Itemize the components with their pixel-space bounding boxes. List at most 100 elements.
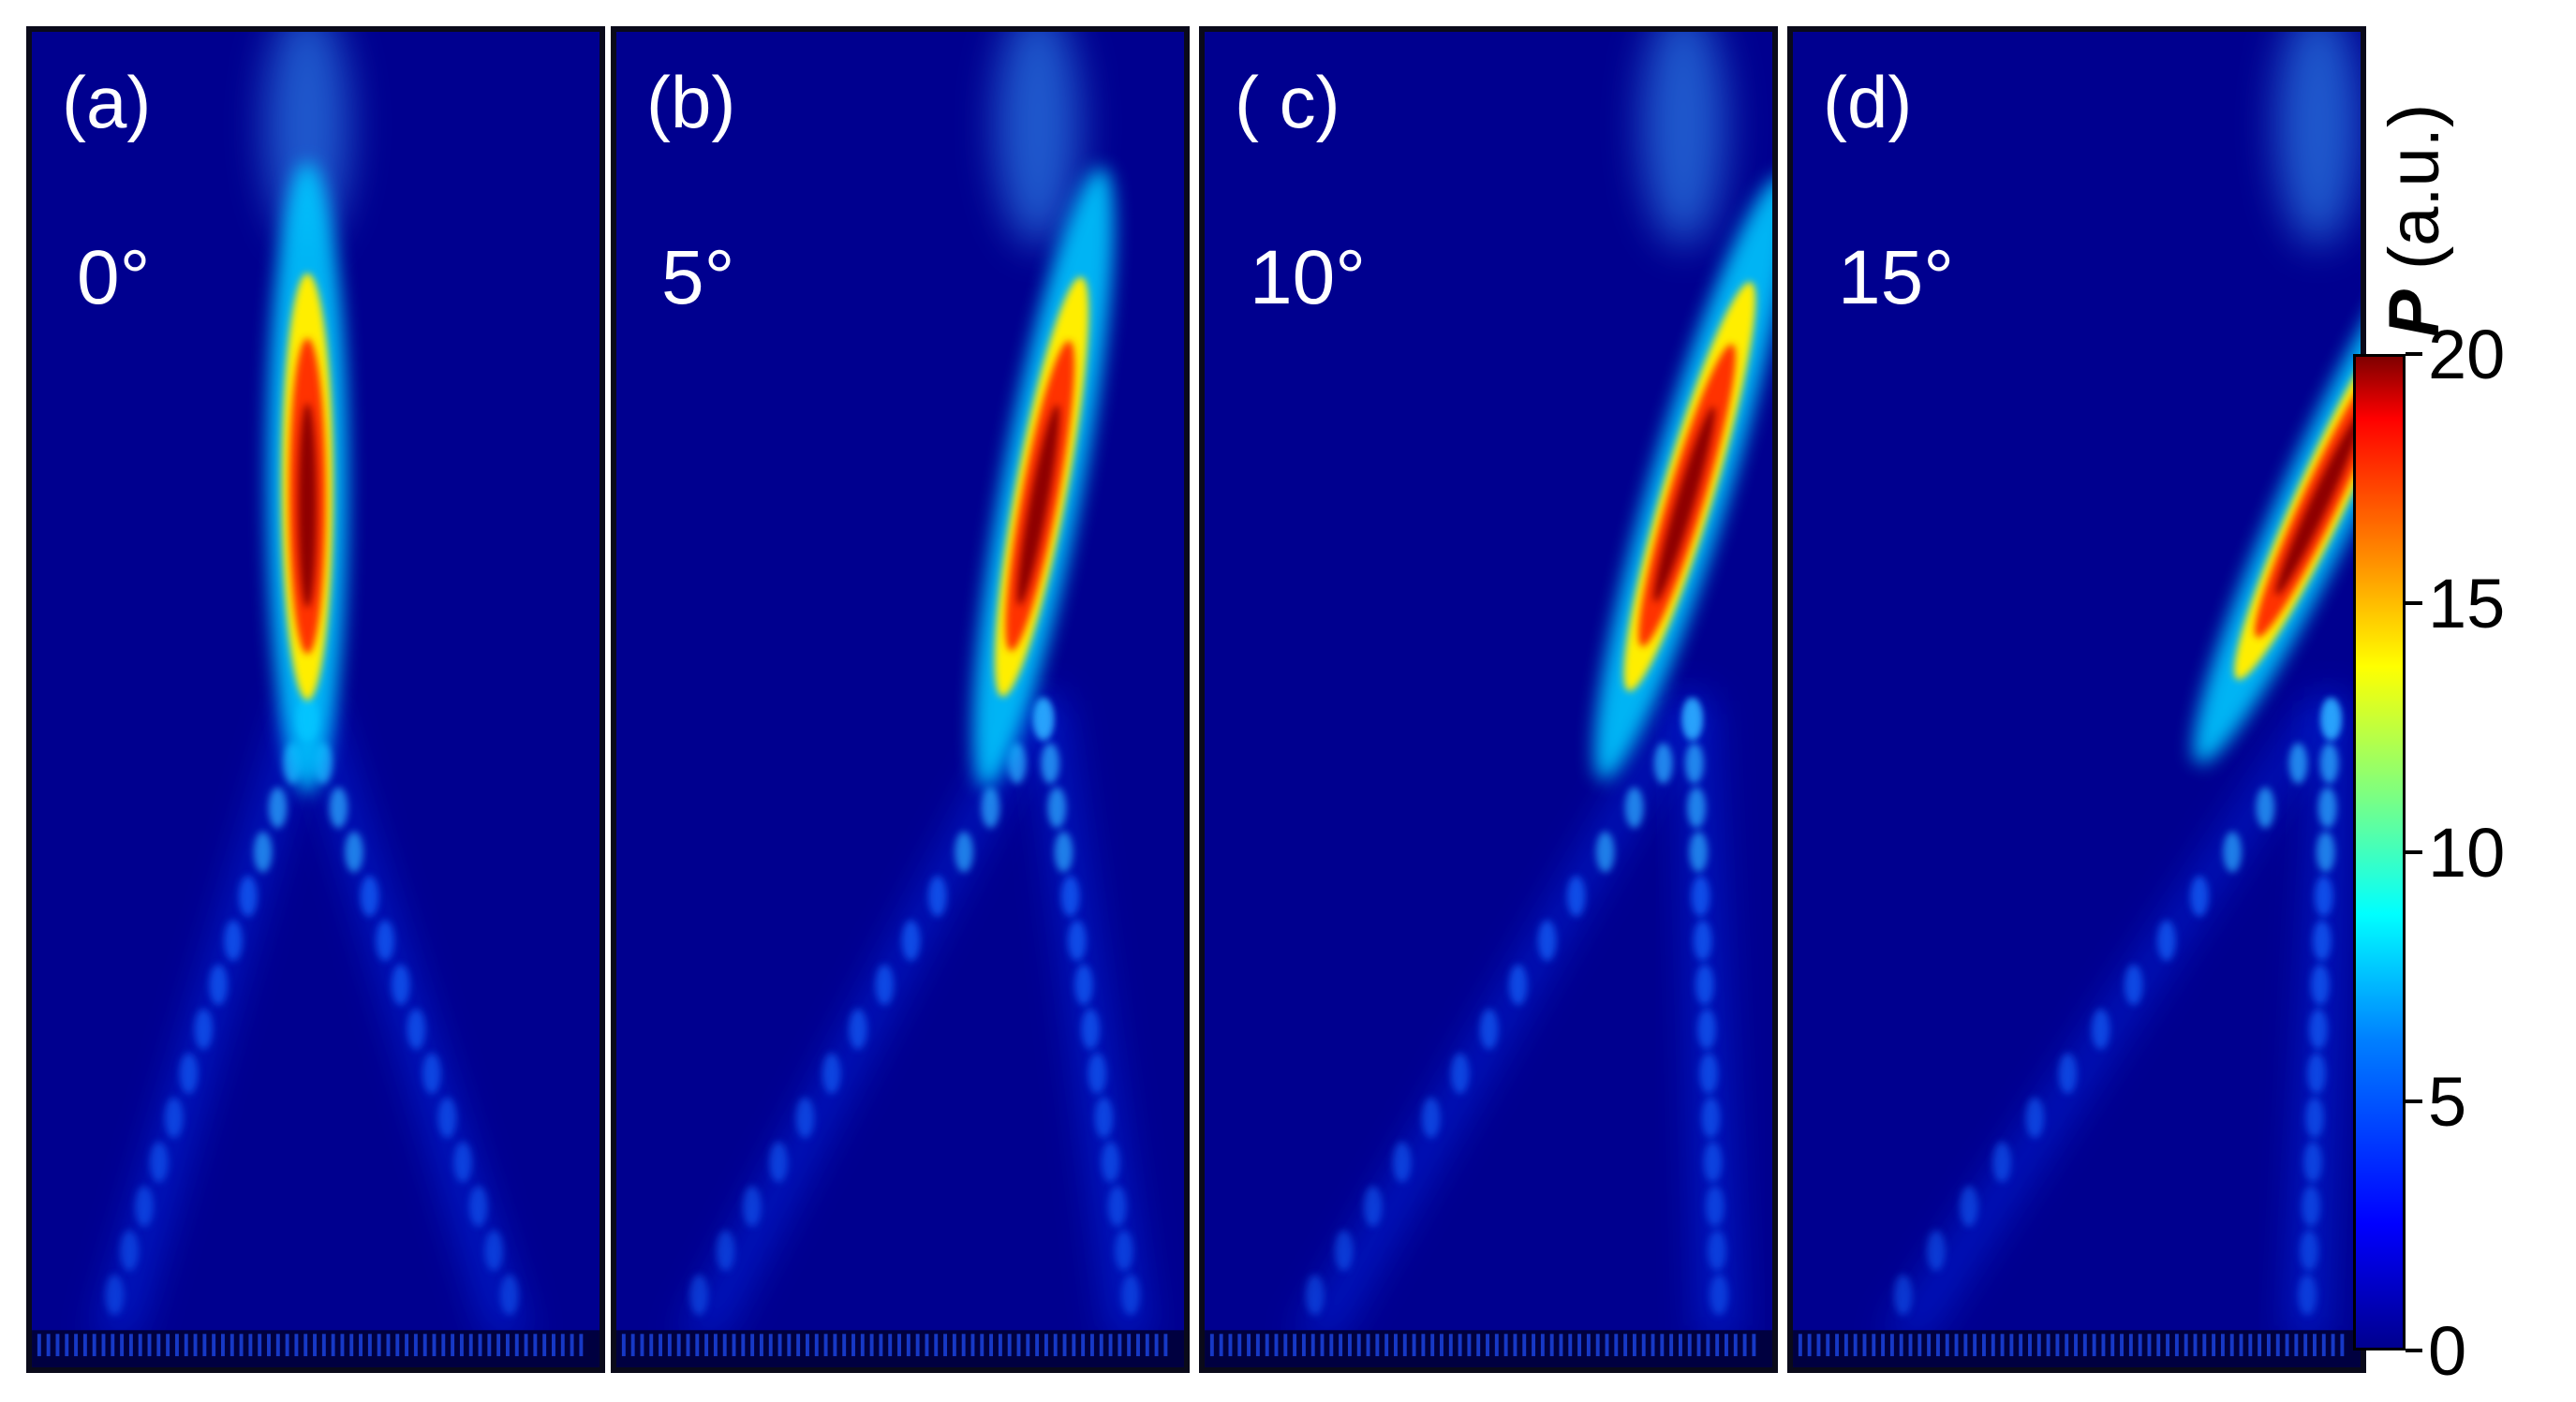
- fringe-spot: [164, 1097, 184, 1139]
- source-element: [842, 1334, 847, 1357]
- source-element: [1577, 1334, 1582, 1357]
- source-element: [998, 1334, 1002, 1357]
- fringe-spot: [1624, 787, 1644, 829]
- source-element: [640, 1334, 644, 1357]
- fringe-spot: [1691, 876, 1710, 917]
- source-element: [1494, 1334, 1499, 1357]
- source-element: [229, 1334, 234, 1357]
- source-element: [1752, 1334, 1756, 1357]
- source-element: [906, 1334, 910, 1357]
- source-element: [943, 1334, 948, 1357]
- source-element: [1366, 1334, 1370, 1357]
- source-element: [1605, 1334, 1609, 1357]
- panel-c-heatmap: [1205, 32, 1772, 1367]
- source-element: [2074, 1334, 2078, 1357]
- source-element: [1154, 1334, 1159, 1357]
- fringe-spot: [1334, 1230, 1354, 1272]
- source-element: [285, 1334, 289, 1357]
- source-element: [1448, 1334, 1453, 1357]
- source-element: [2258, 1334, 2262, 1357]
- source-element: [468, 1334, 473, 1357]
- source-element: [340, 1334, 345, 1357]
- colorbar-tick: [2406, 601, 2422, 605]
- panel-d-label: (d): [1823, 61, 1913, 143]
- focus-layer-darkred: [298, 403, 317, 608]
- source-element: [524, 1334, 528, 1357]
- source-element: [111, 1334, 115, 1357]
- source-element: [331, 1334, 335, 1357]
- source-element: [514, 1334, 519, 1357]
- source-element: [1283, 1334, 1288, 1357]
- panel-a: (a) 0°: [26, 26, 605, 1373]
- fringe-spot: [822, 1053, 841, 1094]
- source-element: [952, 1334, 956, 1357]
- source-element: [1265, 1334, 1269, 1357]
- source-element: [1706, 1334, 1710, 1357]
- fringe-spot: [360, 876, 379, 917]
- fringe-spot: [135, 1186, 154, 1227]
- fringe-spot: [1107, 1186, 1127, 1227]
- fringe-spot: [1007, 743, 1027, 784]
- beam-tail: [2275, 32, 2361, 246]
- fringe-spot: [1653, 743, 1673, 784]
- source-element: [961, 1334, 966, 1357]
- source-element: [2331, 1334, 2335, 1357]
- source-element: [1486, 1334, 1489, 1357]
- fringe-spot: [1537, 920, 1557, 962]
- fringe-spot: [2302, 1186, 2320, 1227]
- source-element: [321, 1334, 326, 1357]
- fringe-spot: [120, 1230, 139, 1272]
- source-element: [704, 1334, 709, 1357]
- fringe-spot: [1115, 1230, 1133, 1272]
- source-element: [37, 1334, 41, 1357]
- source-element: [2000, 1334, 2005, 1357]
- source-element: [367, 1334, 372, 1357]
- source-element: [1329, 1334, 1334, 1357]
- fringe-spot: [981, 787, 1000, 829]
- source-element: [722, 1334, 727, 1357]
- source-element: [1458, 1334, 1462, 1357]
- source-element: [1347, 1334, 1352, 1357]
- source-element: [1136, 1334, 1140, 1357]
- source-element: [1632, 1334, 1636, 1357]
- source-element: [1440, 1334, 1443, 1357]
- fringe-spot: [2313, 920, 2332, 962]
- source-element: [2193, 1334, 2198, 1357]
- fringe-spot: [743, 1186, 762, 1227]
- source-element: [441, 1334, 446, 1357]
- source-element: [1687, 1334, 1692, 1357]
- panel-b-label: (b): [646, 61, 736, 143]
- fringe-spot: [928, 876, 947, 917]
- source-element: [2120, 1334, 2124, 1357]
- source-element: [1641, 1334, 1646, 1357]
- source-element: [1549, 1334, 1554, 1357]
- fringe-spot: [484, 1230, 504, 1272]
- source-element: [1678, 1334, 1682, 1357]
- source-element: [496, 1334, 501, 1357]
- source-element: [2166, 1334, 2170, 1357]
- source-element: [1089, 1334, 1094, 1357]
- source-element: [860, 1334, 865, 1357]
- source-element: [1742, 1334, 1747, 1357]
- source-element: [1384, 1334, 1389, 1357]
- source-element: [1228, 1334, 1233, 1357]
- fringe-spot: [453, 1141, 472, 1183]
- fringe-spot: [2300, 1230, 2318, 1272]
- source-element: [630, 1334, 635, 1357]
- source-element: [1651, 1334, 1655, 1357]
- beam-tail: [1641, 32, 1726, 246]
- source-element: [2028, 1334, 2032, 1357]
- source-element: [2340, 1334, 2345, 1357]
- source-element: [1412, 1334, 1416, 1357]
- source-element: [1715, 1334, 1720, 1357]
- source-element: [1430, 1334, 1435, 1357]
- fringe-spot: [2305, 1097, 2324, 1139]
- fringe-spot: [2190, 876, 2209, 917]
- fringe-spot: [1041, 743, 1059, 784]
- fringe-spot: [1047, 787, 1067, 829]
- source-element: [1035, 1334, 1040, 1357]
- source-element: [1559, 1334, 1563, 1357]
- source-element: [92, 1334, 96, 1357]
- fringe-spot: [1710, 1274, 1728, 1316]
- source-element: [212, 1334, 216, 1357]
